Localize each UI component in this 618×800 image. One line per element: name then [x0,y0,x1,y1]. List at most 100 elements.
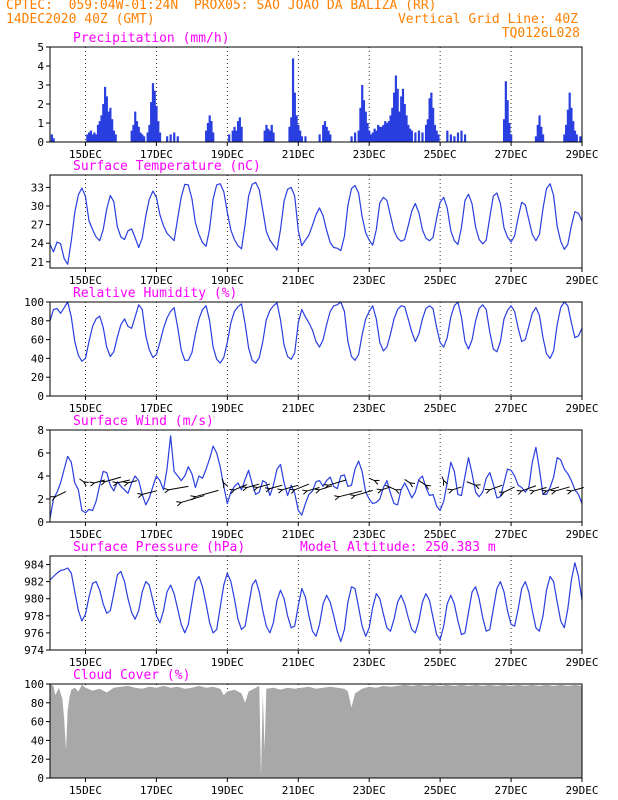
wind-vector-shaft [489,484,503,491]
y-tick-label: 0 [37,390,44,403]
precip-bar [272,132,275,142]
wind-vector-head [252,486,259,492]
wind-vector-head [302,489,309,495]
precip-bar [430,92,433,142]
precip-bar [291,58,295,142]
panel-title: Relative Humidity (%) [73,286,237,301]
y-tick-label: 40 [31,734,44,747]
wind-vector [447,486,462,494]
precip-bar [323,121,327,142]
temperature-panel: Surface Temperature (nC) 21 24 27 30 33 15DEC 1… [31,159,599,287]
x-tick-label: 17DEC [140,148,173,161]
precip-bar [359,107,362,142]
y-tick-label: 0 [37,136,44,149]
precip-bar [510,134,513,142]
wind-vector-head [112,481,119,487]
precip-bar [393,92,396,142]
wind-vector-shaft [354,489,373,497]
wind-vector-head [82,481,89,487]
wind-vector-shaft [328,479,347,486]
precip-bar [176,136,179,142]
x-tick-label: 23DEC [353,784,386,797]
header-grid-line: Vertical Grid Line: 40Z [397,12,578,27]
precip-bar [265,124,268,142]
wind-vector-head [474,484,481,490]
y-tick-label: 100 [24,678,44,691]
precip-bar [318,134,321,142]
precip-bar [377,124,380,142]
precip-bar [396,88,399,142]
header-date: 14DEC2020 40Z (GMT) [6,12,155,27]
precip-bar [142,136,146,142]
precip-bar [158,132,162,142]
precip-bar [380,126,383,142]
precip-bar [151,83,155,142]
x-tick-label: 29DEC [565,784,598,797]
precip-bar [327,130,330,142]
precip-bar [299,130,302,142]
x-tick-label: 25DEC [424,656,457,669]
wind-vector [302,487,320,495]
y-tick-label: 27 [31,219,44,232]
wind-vector-head [516,489,523,495]
wind-vector-head [99,480,107,486]
y-tick-label: 80 [31,315,44,328]
precip-bar [132,124,135,142]
wind-vector-shaft [384,484,396,491]
x-tick-label: 25DEC [424,402,457,415]
wind-vector-head [229,489,236,494]
precip-bar [435,130,438,142]
precip-bar [579,136,582,142]
y-tick-label: 4 [37,470,44,483]
x-tick-label: 15DEC [69,402,102,415]
wind-vector [384,484,401,494]
precip-bar [102,104,105,142]
precip-bar [150,102,153,142]
y-tick-label: 978 [24,610,44,623]
precip-bar [382,124,385,142]
x-tick-label: 19DEC [211,148,244,161]
x-tick-label: 27DEC [495,402,528,415]
precip-bar [107,111,110,142]
wind-vector [229,484,248,494]
precip-bar [391,107,394,142]
panel-subtitle: Model Altitude: 250.383 m [300,540,496,555]
precip-bar [433,124,437,142]
precip-bar [572,121,575,142]
wind-vector-head [50,496,57,501]
wind-vector-shaft [503,486,515,493]
precip-bar [536,124,539,142]
precip-bar [52,138,55,142]
series-line [49,301,583,364]
humidity-panel: Relative Humidity (%) 0 20 40 60 80 100 15DEC 17… [24,286,598,415]
precip-bar [212,132,215,142]
wind-vector-shaft [246,483,260,488]
wind-vector-head [550,489,557,495]
wind-vector [190,489,219,501]
y-tick-label: 0 [37,516,44,529]
wind-vector [252,483,271,492]
x-tick-label: 19DEC [211,274,244,287]
precip-bar [400,96,403,142]
precip-bar [295,115,298,142]
precip-bar [112,130,116,142]
x-tick-label: 19DEC [211,402,244,415]
wind-vector [550,486,570,495]
precip-bar [540,126,543,142]
precip-bar [109,107,112,142]
y-tick-label: 4 [37,60,44,73]
y-tick-label: 982 [24,576,44,589]
precip-bar [267,128,270,142]
wind-vector [516,485,537,495]
precip-bar [368,130,371,142]
precip-bar [208,115,211,142]
wind-vector-head [447,488,454,494]
y-tick-label: 21 [31,256,44,269]
wind-vector-head [443,479,448,486]
x-tick-label: 15DEC [69,656,102,669]
x-tick-label: 17DEC [140,784,173,797]
precip-bar [357,130,360,142]
precip-bar [238,117,241,142]
x-tick-label: 17DEC [140,656,173,669]
precip-bar [50,134,53,142]
